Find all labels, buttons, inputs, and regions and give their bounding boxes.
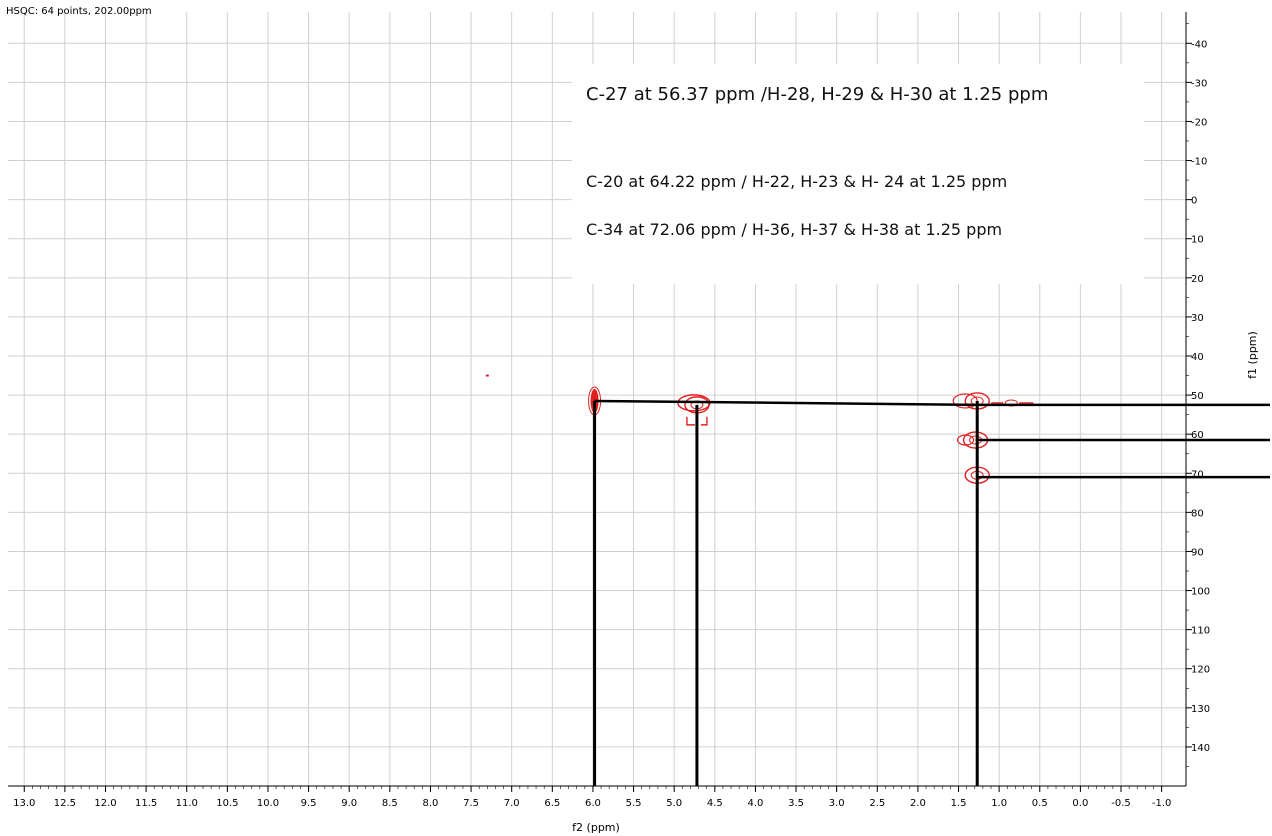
y-tick-label: 120	[1191, 665, 1210, 676]
horizontal-guide-line	[594, 399, 978, 407]
x-tick-label: 7.0	[504, 798, 520, 809]
x-tick-label: 0.5	[1032, 798, 1048, 809]
x-tick-label: 7.5	[463, 798, 479, 809]
x-tick-label: 8.0	[423, 798, 439, 809]
x-tick-label: 12.5	[54, 798, 76, 809]
x-tick-label: 10.5	[216, 798, 238, 809]
annotation-c34: C-34 at 72.06 ppm / H-36, H-37 & H-38 at…	[586, 220, 1003, 239]
x-tick-label: 10.0	[257, 798, 279, 809]
x-tick-label: 1.0	[991, 798, 1007, 809]
y-tick-label: -20	[1191, 117, 1207, 128]
peak-contour	[956, 434, 975, 446]
x-axis-ticks: 13.0 12.5 12.0 11.5 11.0 10.5 10.0 9.5 9.0 8.5 8.0…	[13, 786, 1171, 809]
y-tick-label: 110	[1191, 626, 1210, 637]
y-tick-label: 40	[1191, 352, 1204, 363]
y-tick-label: 70	[1191, 469, 1204, 480]
y-tick-label: 50	[1191, 391, 1204, 402]
annotation-c27: C-27 at 56.37 ppm /H-28, H-29 & H-30 at …	[586, 84, 1049, 105]
peak-spot	[485, 374, 489, 377]
guide-lines	[593, 399, 1270, 786]
x-tick-label: 1.5	[951, 798, 967, 809]
spectrum-header: HSQC: 64 points, 202.00ppm	[6, 6, 152, 17]
y-tick-label: -10	[1191, 157, 1207, 168]
y-tick-label: 80	[1191, 508, 1204, 519]
x-tick-label: 3.0	[829, 798, 845, 809]
y-tick-label: 60	[1191, 430, 1204, 441]
x-axis-label: f2 (ppm)	[572, 821, 620, 834]
y-axis-ticks: -40 -30 -20 -10 0 10 20 30 40 50 60 70 80 90 100 110 120…	[1186, 23, 1210, 767]
x-tick-label: 5.5	[626, 798, 642, 809]
y-tick-label: 30	[1191, 313, 1204, 324]
peak-contour	[686, 416, 708, 426]
x-tick-label: 9.0	[341, 798, 357, 809]
x-tick-label: 11.0	[176, 798, 198, 809]
x-tick-label: 5.0	[666, 798, 682, 809]
x-tick-label: 0.0	[1072, 798, 1088, 809]
y-tick-label: 140	[1191, 743, 1210, 754]
grid-lines	[8, 12, 1186, 786]
x-tick-label: 2.5	[869, 798, 885, 809]
x-tick-label: 2.0	[910, 798, 926, 809]
peaks	[485, 374, 1034, 484]
y-tick-label: 90	[1191, 547, 1204, 558]
y-tick-label: -40	[1191, 39, 1207, 50]
annotation-c20: C-20 at 64.22 ppm / H-22, H-23 & H- 24 a…	[586, 172, 1008, 191]
x-tick-label: 6.0	[585, 798, 601, 809]
x-tick-label: 8.5	[382, 798, 398, 809]
y-axis-label: f1 (ppm)	[1246, 331, 1259, 379]
x-tick-label: -0.5	[1111, 798, 1131, 809]
y-tick-label: 10	[1191, 235, 1204, 246]
x-tick-label: 13.0	[13, 798, 35, 809]
x-tick-label: 4.0	[747, 798, 763, 809]
y-tick-label: 100	[1191, 587, 1210, 598]
y-tick-label: -30	[1191, 78, 1207, 89]
x-tick-label: 12.0	[94, 798, 116, 809]
x-tick-label: -1.0	[1152, 798, 1172, 809]
y-tick-label: 130	[1191, 704, 1210, 715]
x-tick-label: 9.5	[301, 798, 317, 809]
x-tick-label: 11.5	[135, 798, 157, 809]
y-tick-label: 20	[1191, 274, 1204, 285]
annotation-box: C-27 at 56.37 ppm /H-28, H-29 & H-30 at …	[572, 64, 1144, 284]
y-tick-label: 0	[1191, 196, 1197, 207]
x-tick-label: 3.5	[788, 798, 804, 809]
x-tick-label: 6.5	[544, 798, 560, 809]
x-tick-label: 4.5	[707, 798, 723, 809]
